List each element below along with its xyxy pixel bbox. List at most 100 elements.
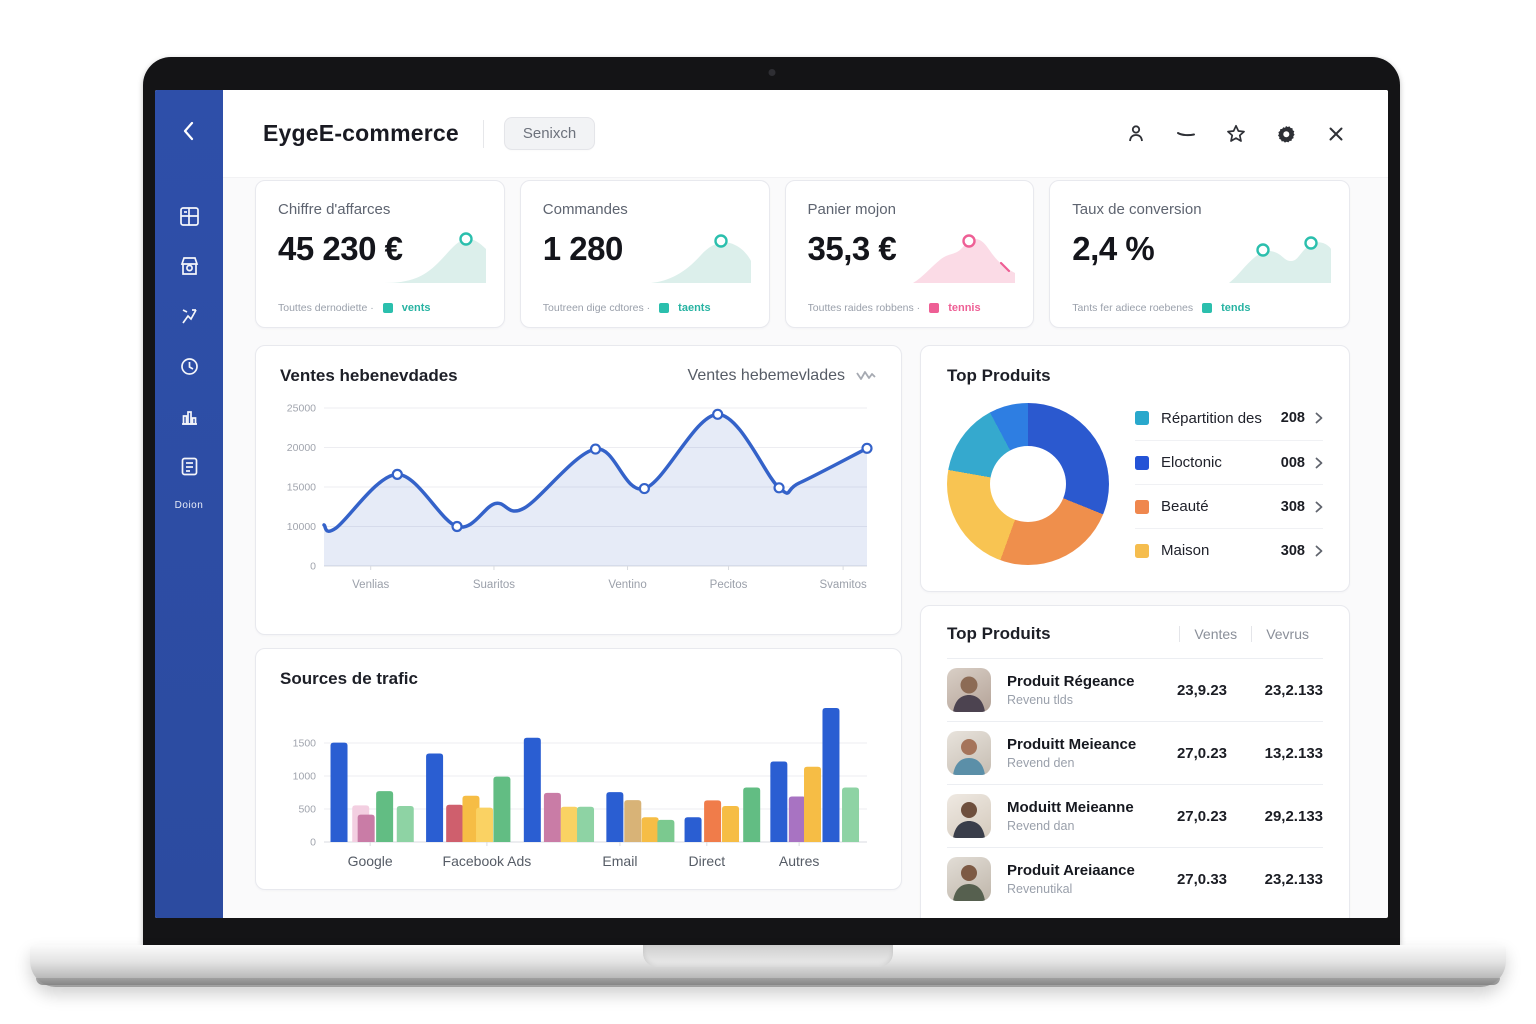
weekly-sales-menu-label: Ventes hebemevlades <box>687 367 845 384</box>
legend-word: vents <box>401 302 431 314</box>
chevron-right-icon <box>1315 501 1323 513</box>
sparkline-chart <box>1229 236 1331 283</box>
kpi-caption: Tants fer adiece roebenes <box>1072 302 1194 314</box>
sidebar-item-documents[interactable] <box>177 454 201 478</box>
kpi-title: Panier mojon <box>807 201 896 218</box>
svg-text:Google: Google <box>348 853 393 869</box>
svg-text:25000: 25000 <box>287 403 316 415</box>
legend-row[interactable]: Eloctonic 008 <box>1135 440 1323 484</box>
title-divider <box>482 119 484 148</box>
top-products-donut-chart <box>947 403 1109 565</box>
svg-text:Direct: Direct <box>689 853 726 869</box>
donut-legend: Répartition des 208 Eloctonic 008 <box>1135 396 1323 572</box>
product-revenus: 23,2.133 <box>1264 681 1323 699</box>
top-products-donut-title: Top Produits <box>947 366 1051 385</box>
clock-icon <box>179 356 200 377</box>
product-name: Produit Régeance <box>1007 673 1135 690</box>
traffic-sources-bar-chart: 0 500 1000 1500 Google Facebook Ads Email Direc… <box>293 708 867 869</box>
top-products-donut-card: Top Produits Répartition des 208 Elocton… <box>920 345 1350 592</box>
avatar <box>947 857 991 901</box>
stats-icon <box>179 306 200 327</box>
svg-text:Autres: Autres <box>779 853 819 869</box>
product-sub: Revenutikal <box>1007 882 1073 896</box>
kpi-value: 2,4 % <box>1072 230 1155 267</box>
column-header-revenus[interactable]: Vevrus <box>1266 626 1309 642</box>
kpi-caption: Touttes dernodiette · <box>278 302 374 314</box>
back-button[interactable] <box>174 116 204 146</box>
legend-value: 208 <box>1280 410 1305 426</box>
app-window: Doion EygeE-commerce Senixch <box>155 90 1388 918</box>
product-ventes: 27,0.23 <box>1176 744 1227 762</box>
product-revenus: 29,2.133 <box>1264 807 1323 825</box>
sidebar-item-reports[interactable] <box>177 404 201 428</box>
legend-chip <box>929 303 940 313</box>
sidebar-item-stats[interactable] <box>177 304 201 328</box>
kpi-card-conversion[interactable]: Taux de conversion 2,4 % Tants fer adiec… <box>1049 180 1350 328</box>
product-ventes: 23,9.23 <box>1176 681 1227 699</box>
top-products-table-title: Top Produits <box>947 624 1051 643</box>
sparkline-chart <box>383 232 486 283</box>
legend-swatch <box>1135 499 1149 514</box>
top-products-table-card: Top Produits Ventes Vevrus Produit Régea… <box>920 605 1350 918</box>
star-icon[interactable] <box>1226 124 1246 144</box>
kpi-card-basket[interactable]: Panier mojon 35,3 € Touttes raides robbe… <box>784 180 1035 328</box>
svg-text:10000: 10000 <box>287 521 316 533</box>
table-row[interactable]: Produit Areiaance Revenutikal 27,0.33 23… <box>947 847 1323 910</box>
user-icon[interactable] <box>1126 124 1146 144</box>
weekly-sales-card: Ventes hebenevdades Ventes hebemevlades … <box>255 345 902 635</box>
column-divider <box>1179 626 1181 642</box>
avatar <box>947 668 991 712</box>
svg-text:0: 0 <box>310 837 316 849</box>
legend-row[interactable]: Répartition des 208 <box>1135 396 1323 440</box>
svg-text:15000: 15000 <box>287 482 316 494</box>
svg-text:20000: 20000 <box>287 442 316 454</box>
sidebar-item-dashboard[interactable] <box>177 204 201 228</box>
table-row[interactable]: Produit Régeance Revenu tlds 23,9.23 23,… <box>947 658 1323 721</box>
legend-label: Eloctonic <box>1161 454 1222 471</box>
legend-value: 308 <box>1280 498 1305 515</box>
kpi-title: Taux de conversion <box>1072 201 1202 218</box>
product-sub: Revenu tlds <box>1007 693 1074 707</box>
weekly-sales-title: Ventes hebenevdades <box>280 366 458 385</box>
store-icon <box>179 256 200 277</box>
table-row[interactable]: Moduitt Meieanne Revend dan 27,0.23 29,2… <box>947 784 1323 847</box>
zigzag-icon <box>855 369 877 383</box>
traffic-sources-card: Sources de trafic 0 500 1000 1500 Google Face… <box>255 648 902 890</box>
legend-row[interactable]: Beauté 308 <box>1135 484 1323 528</box>
topbar: EygeE-commerce Senixch <box>223 90 1388 178</box>
svg-text:1000: 1000 <box>293 771 317 783</box>
avatar <box>947 731 991 775</box>
svg-text:Email: Email <box>602 853 637 869</box>
sidebar: Doion <box>155 90 223 918</box>
laptop-notch <box>643 945 893 967</box>
column-header-ventes[interactable]: Ventes <box>1194 626 1238 642</box>
product-name: Moduitt Meieanne <box>1007 799 1134 816</box>
product-revenus: 13,2.133 <box>1264 744 1323 762</box>
sidebar-item-history[interactable] <box>177 354 201 378</box>
weekly-sales-menu[interactable]: Ventes hebemevlades <box>688 367 877 385</box>
close-icon[interactable] <box>1326 124 1346 144</box>
svg-text:Svamitos: Svamitos <box>819 579 867 591</box>
grid-icon <box>179 206 200 227</box>
kpi-value: 35,3 € <box>807 230 897 267</box>
product-name: Produit Areiaance <box>1007 862 1135 879</box>
legend-chip <box>1202 303 1213 313</box>
traffic-sources-title: Sources de trafic <box>280 669 418 688</box>
sparkline-chart <box>650 234 751 283</box>
product-ventes: 27,0.23 <box>1176 807 1227 825</box>
legend-label: Maison <box>1161 542 1210 559</box>
avatar <box>947 794 991 838</box>
table-row[interactable]: Produitt Meieance Revend den 27,0.23 13,… <box>947 721 1323 784</box>
search-button[interactable]: Senixch <box>503 117 596 150</box>
minimize-icon[interactable] <box>1176 124 1196 144</box>
legend-value: 308 <box>1280 542 1305 559</box>
legend-word: tennis <box>948 302 981 314</box>
sidebar-item-store[interactable] <box>177 254 201 278</box>
legend-chip <box>382 303 393 313</box>
kpi-card-revenue[interactable]: Chiffre d'affarces 45 230 € Touttes dern… <box>255 180 505 328</box>
legend-word: taents <box>678 302 711 314</box>
legend-row[interactable]: Maison 308 <box>1135 528 1323 572</box>
legend-value: 008 <box>1280 454 1305 471</box>
settings-icon[interactable] <box>1276 124 1296 144</box>
kpi-card-orders[interactable]: Commandes 1 280 Toutreen dige cdtores · … <box>519 180 770 328</box>
